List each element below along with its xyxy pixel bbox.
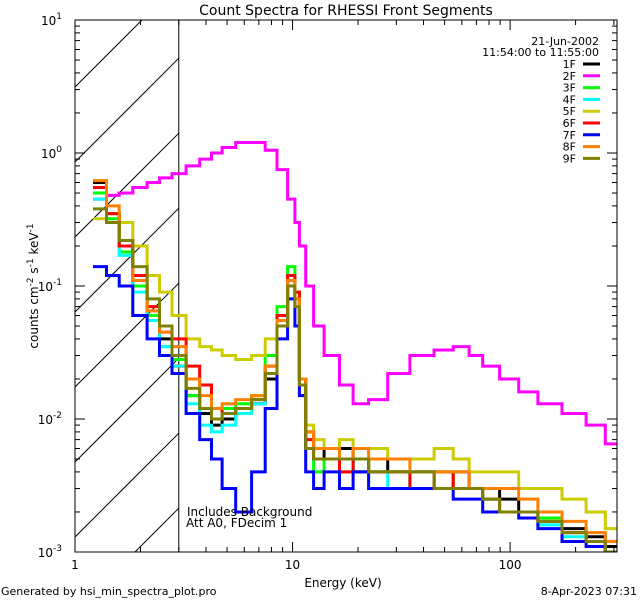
hatch-line <box>75 207 180 313</box>
y-tick-label: 101 <box>41 12 62 28</box>
date-label: 21-Jun-2002 <box>531 35 599 48</box>
x-tick-label: 100 <box>499 558 522 572</box>
series-lines <box>93 141 617 552</box>
hatch-line <box>75 20 143 88</box>
hatch-line <box>75 432 180 538</box>
series-line-8F <box>93 179 617 543</box>
legend-label-6F: 6F <box>563 117 576 130</box>
hatch-line <box>75 0 179 12</box>
y-axis-label: counts cm-2 s-1 keV-1 <box>26 223 41 348</box>
hatch-line <box>134 507 180 552</box>
y-tick-label: 10-1 <box>38 278 62 294</box>
hatch-line <box>75 57 180 163</box>
chart-title: Count Spectra for RHESSI Front Segments <box>199 3 493 19</box>
legend-label-9F: 9F <box>563 152 576 165</box>
hatch-line <box>75 282 180 388</box>
footer-generated: Generated by hsi_min_spectra_plot.pro <box>1 585 217 598</box>
annotation-attenuator: Att A0, FDecim 1 <box>186 516 287 530</box>
legend-label-5F: 5F <box>563 105 576 118</box>
hatch-line <box>75 132 180 238</box>
legend-label-7F: 7F <box>563 129 576 142</box>
hatch-line <box>75 357 180 463</box>
y-tick-label: 10-2 <box>38 411 62 427</box>
hatched-region <box>75 0 180 552</box>
series-line-9F <box>93 207 617 552</box>
x-tick-label: 10 <box>285 558 300 572</box>
series-line-4F <box>93 197 617 552</box>
annotation-background: Includes Background <box>187 505 312 519</box>
y-tick-label: 10-3 <box>38 544 62 560</box>
time-range-label: 11:54:00 to 11:55:00 <box>482 46 599 59</box>
y-tick-label: 100 <box>41 145 62 161</box>
x-tick-label: 1 <box>71 558 79 572</box>
legend-label-1F: 1F <box>563 58 576 71</box>
axis-ticks: 1 10 100 10-3 10-2 10-1 100 101 <box>38 12 617 572</box>
legend-label-8F: 8F <box>563 141 576 154</box>
legend-label-2F: 2F <box>563 70 576 83</box>
series-line-2F <box>93 141 617 446</box>
x-axis-label: Energy (keV) <box>304 576 381 590</box>
legend-label-3F: 3F <box>563 82 576 95</box>
footer-date: 8-Apr-2023 07:31 <box>541 585 637 598</box>
legend-label-4F: 4F <box>563 93 576 106</box>
